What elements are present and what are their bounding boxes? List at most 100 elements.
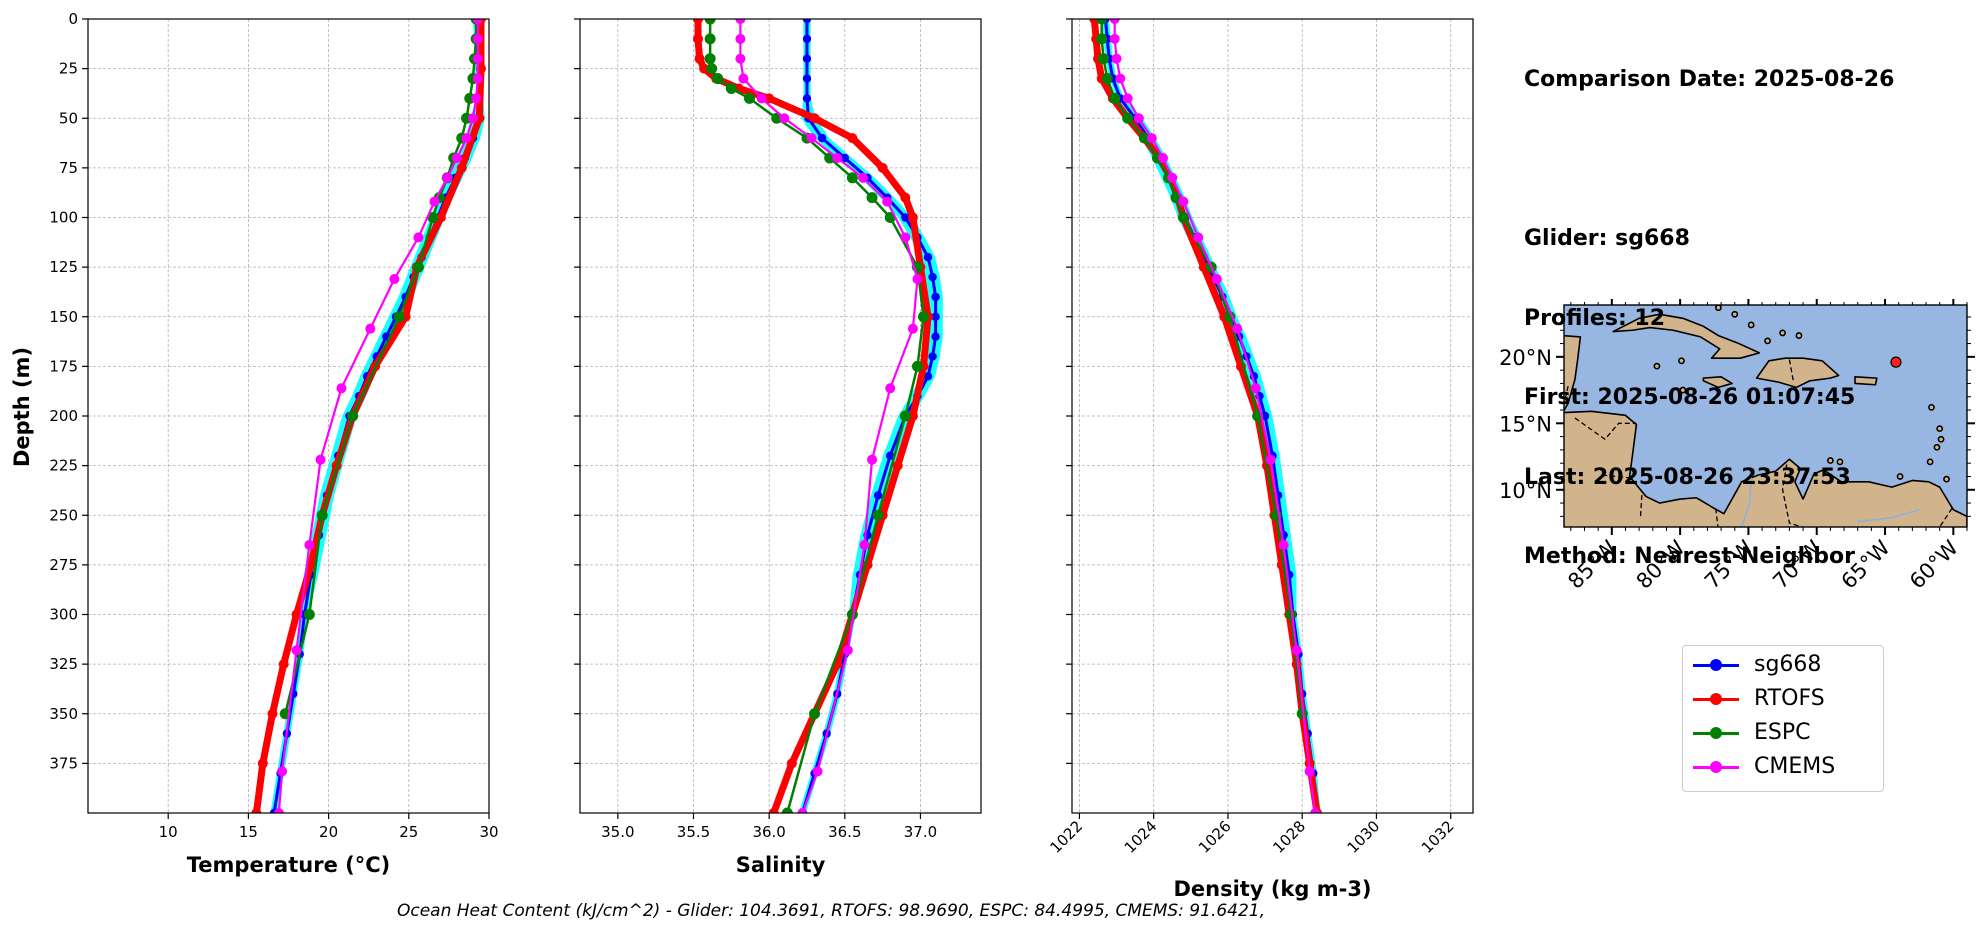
map-rivers <box>1740 476 1920 527</box>
salinity-point-sg668 <box>802 19 812 24</box>
legend-entry-espc: ESPC <box>1693 718 1878 748</box>
density-point-espc <box>1098 53 1110 65</box>
salinity-point-espc <box>866 192 878 204</box>
salinity-point-rtofs <box>907 212 918 223</box>
small-island <box>1896 473 1904 480</box>
density-point-cmems <box>1115 73 1126 84</box>
map-lon-label: 60°W <box>1905 535 1963 593</box>
central-south-america-landmass <box>1564 410 1967 527</box>
y-tick-label: 100 <box>49 209 78 227</box>
info-line-last: Last: 2025-08-26 23:37:53 <box>1524 464 1851 490</box>
density-point-cmems <box>1178 196 1189 207</box>
temperature-point-cmems <box>277 766 288 777</box>
temperature-point-cmems <box>472 53 483 64</box>
map-land <box>1564 305 1967 527</box>
y-tick-label: 375 <box>49 754 78 772</box>
info-line-blank <box>1524 147 1894 174</box>
salinity-point-cmems <box>806 133 817 144</box>
density-point-espc <box>1177 212 1189 223</box>
temperature-point-espc <box>316 509 328 521</box>
salinity-point-rtofs <box>786 758 797 769</box>
temperature-axis-label: Temperature (°C) <box>187 853 390 877</box>
density-grid <box>1072 18 1473 813</box>
temperature-point-rtofs <box>251 808 262 813</box>
hispaniola-landmass <box>1755 357 1840 389</box>
salinity-point-sg668 <box>931 292 940 302</box>
density-point-cmems <box>1133 113 1144 124</box>
salinity-point-rtofs <box>847 133 858 144</box>
y-tick-label: 175 <box>49 357 78 375</box>
temperature-point-cmems <box>273 808 284 813</box>
salinity-point-cmems <box>779 113 790 124</box>
salinity-point-espc <box>712 73 724 85</box>
y-tick-label: 200 <box>49 407 78 425</box>
y-tick-label: 350 <box>49 705 78 723</box>
temperature-point-rtofs <box>435 212 446 223</box>
legend-label-sg668: sg668 <box>1754 652 1822 677</box>
salinity-point-rtofs <box>764 93 775 104</box>
density-point-cmems <box>1278 540 1289 551</box>
salinity-x-tick-label: 35.5 <box>677 823 710 841</box>
legend-entry-sg668: sg668 <box>1693 650 1878 680</box>
density-point-espc <box>1101 73 1113 85</box>
map-lat-label: 20°N <box>1499 346 1552 370</box>
temperature-x-tick-label: 15 <box>239 823 258 841</box>
jamaica-landmass <box>1702 375 1733 389</box>
density-point-espc <box>1285 609 1297 620</box>
puerto-rico-landmass <box>1854 375 1878 386</box>
salinity-point-espc <box>771 112 783 124</box>
density-x-tick-label: 1022 <box>1047 817 1087 857</box>
salinity-point-rtofs <box>900 192 911 203</box>
depth-axis-label: Depth (m) <box>10 347 34 467</box>
ocean-heat-content-caption: Ocean Heat Content (kJ/cm^2) - Glider: 1… <box>396 901 1266 921</box>
density-point-cmems <box>1304 766 1315 777</box>
small-island <box>1926 458 1934 466</box>
salinity-point-rtofs <box>699 63 710 74</box>
salinity-point-rtofs <box>907 411 918 421</box>
salinity-point-espc <box>706 63 718 75</box>
salinity-point-rtofs <box>892 460 903 471</box>
salinity-point-espc <box>725 82 737 94</box>
density-point-cmems <box>1232 323 1243 334</box>
temperature-point-cmems <box>389 274 400 285</box>
legend-marker-sg668 <box>1710 659 1722 671</box>
temperature-panel: 0 25 50 75 100 125 150 175 200 225 250 275 300 325 350… <box>49 10 498 877</box>
small-island <box>1653 362 1661 370</box>
temperature-point-rtofs <box>456 162 467 173</box>
temperature-point-rtofs <box>267 708 278 719</box>
salinity-point-cmems <box>900 232 911 243</box>
small-island <box>1678 357 1685 365</box>
temperature-point-rtofs <box>305 559 316 570</box>
salinity-point-sg668 <box>840 153 850 163</box>
density-point-cmems <box>1122 93 1133 104</box>
salinity-series <box>693 19 943 813</box>
salinity-point-sg668 <box>886 451 895 460</box>
salinity-point-espc <box>781 807 793 813</box>
temperature-point-espc <box>347 410 359 422</box>
y-tick-label: 250 <box>49 506 78 524</box>
density-point-cmems <box>1211 274 1222 285</box>
map-lat-label: 15°N <box>1499 412 1552 436</box>
temperature-x-tick-label: 20 <box>319 823 338 841</box>
density-point-cmems <box>1157 152 1168 163</box>
temperature-point-cmems <box>472 19 483 24</box>
density-point-cmems <box>1111 53 1122 64</box>
density-point-espc <box>1096 33 1108 45</box>
small-island <box>1836 458 1844 466</box>
temperature-point-cmems <box>451 152 462 163</box>
salinity-point-cmems <box>812 766 823 777</box>
border-haiti-dominican-republic <box>1788 359 1795 383</box>
map-frame <box>1563 304 1968 528</box>
temperature-point-rtofs <box>257 758 268 769</box>
map-lat-label: 10°N <box>1499 479 1552 503</box>
temperature-point-cmems <box>467 113 478 124</box>
temperature-point-espc <box>393 311 405 323</box>
salinity-point-espc <box>743 92 755 104</box>
density-point-cmems <box>1291 645 1302 656</box>
temperature-point-cmems <box>472 73 483 84</box>
cuba-landmass <box>1612 313 1761 359</box>
y-tick-label: 275 <box>49 556 78 574</box>
salinity-x-tick-label: 36.0 <box>752 823 785 841</box>
salinity-x-tick-label: 36.5 <box>828 823 861 841</box>
